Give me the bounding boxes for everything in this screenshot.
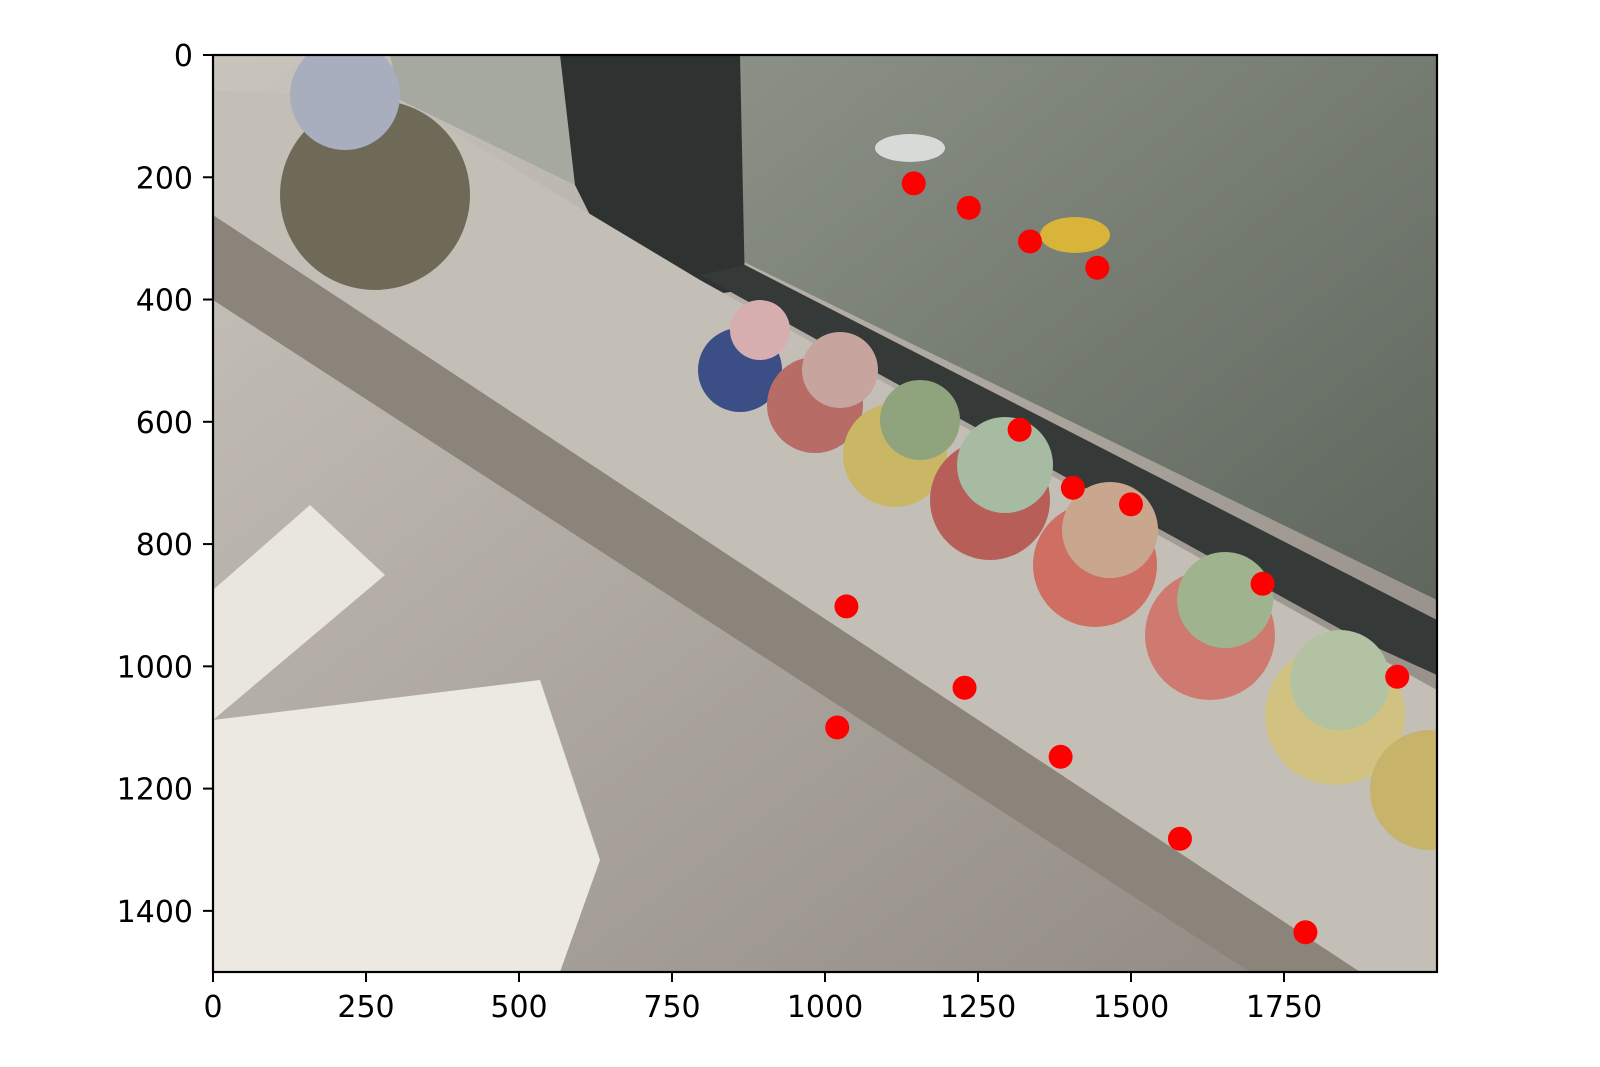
data-point [825, 715, 850, 740]
y-tick-label: 1200 [117, 773, 193, 808]
x-tick-label: 500 [490, 990, 547, 1025]
data-point [1119, 492, 1143, 517]
data-point [1250, 571, 1275, 596]
yellow-car [1040, 217, 1110, 253]
y-tick-label: 0 [174, 39, 193, 74]
x-tick-label: 0 [203, 990, 222, 1025]
x-tick-label: 1750 [1246, 990, 1322, 1025]
x-tick-label: 750 [643, 990, 700, 1025]
data-point [1293, 920, 1318, 945]
y-axis: 0 200 400 600 800 1000 1200 1400 [117, 39, 213, 930]
x-tick-label: 1000 [787, 990, 863, 1025]
data-point [1018, 229, 1043, 254]
data-point [1385, 664, 1410, 689]
sill-front-edge [213, 215, 1360, 972]
y-tick-label: 1000 [117, 650, 193, 685]
background-photo [213, 55, 1437, 972]
scatter-points [825, 171, 1410, 945]
data-point [901, 171, 926, 196]
sunlight-patch [213, 680, 600, 972]
y-tick-label: 200 [136, 161, 193, 196]
data-point [834, 594, 859, 619]
data-point [956, 195, 981, 220]
sunlight-patch [213, 505, 385, 720]
data-point [1060, 475, 1085, 500]
y-tick-label: 400 [136, 284, 193, 319]
succulent-pots [280, 55, 1437, 850]
x-tick-label: 250 [337, 990, 394, 1025]
data-point [1085, 255, 1110, 280]
left-window-glass [390, 55, 575, 185]
white-car [875, 134, 945, 162]
data-point [1048, 744, 1073, 769]
x-axis: 0 250 500 750 1000 1250 1500 1750 [203, 972, 1322, 1025]
x-tick-label: 1500 [1093, 990, 1169, 1025]
windowsill [213, 90, 1437, 972]
data-point [1007, 417, 1032, 442]
x-tick-label: 1250 [940, 990, 1016, 1025]
y-tick-label: 600 [136, 406, 193, 441]
data-point [1167, 826, 1192, 851]
y-tick-label: 800 [136, 528, 193, 563]
data-point [952, 675, 977, 700]
y-tick-label: 1400 [117, 895, 193, 930]
